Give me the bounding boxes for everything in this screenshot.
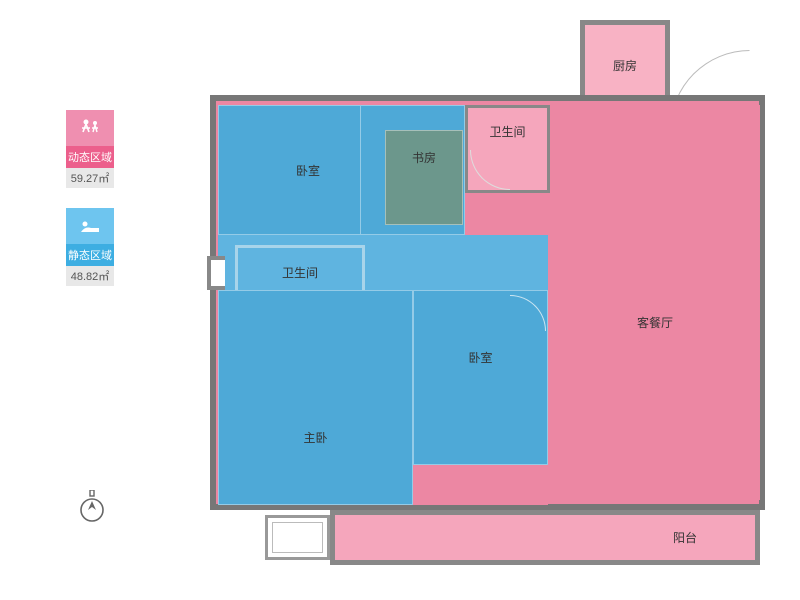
room-balcony: 阳台 — [330, 510, 760, 565]
active-people-icon — [66, 110, 114, 146]
legend-static-value: 48.82㎡ — [66, 266, 114, 286]
living-label: 客餐厅 — [637, 314, 673, 331]
bath2-label: 卫生间 — [282, 264, 318, 281]
balcony-rail-inner — [272, 522, 323, 553]
kitchen-label: 厨房 — [613, 57, 637, 74]
compass-icon — [78, 490, 106, 518]
legend-dynamic-label: 动态区域 — [66, 146, 114, 168]
balcony-label: 阳台 — [673, 529, 697, 546]
master-label: 主卧 — [303, 429, 327, 446]
legend-static: 静态区域 48.82㎡ — [60, 208, 120, 286]
study-label: 书房 — [412, 149, 436, 166]
legend-dynamic: 动态区域 59.27㎡ — [60, 110, 120, 188]
bedroom2-label: 卧室 — [468, 349, 492, 366]
legend-static-label: 静态区域 — [66, 244, 114, 266]
legend-dynamic-value: 59.27㎡ — [66, 168, 114, 188]
legend-panel: 动态区域 59.27㎡ 静态区域 48.82㎡ — [60, 110, 120, 306]
wall-notch — [207, 256, 225, 290]
resting-person-icon — [66, 208, 114, 244]
floorplan: 厨房 客餐厅 卫生间 卧室 书房 卫生间 主卧 卧室 阳台 — [210, 20, 770, 575]
room-study-inner: 书房 — [385, 130, 463, 225]
hall-strip — [413, 465, 548, 505]
bath1-label: 卫生间 — [489, 123, 525, 140]
room-living: 客餐厅 — [550, 105, 760, 500]
bedroom1-label: 卧室 — [296, 162, 320, 179]
room-master: 主卧 — [218, 290, 413, 505]
